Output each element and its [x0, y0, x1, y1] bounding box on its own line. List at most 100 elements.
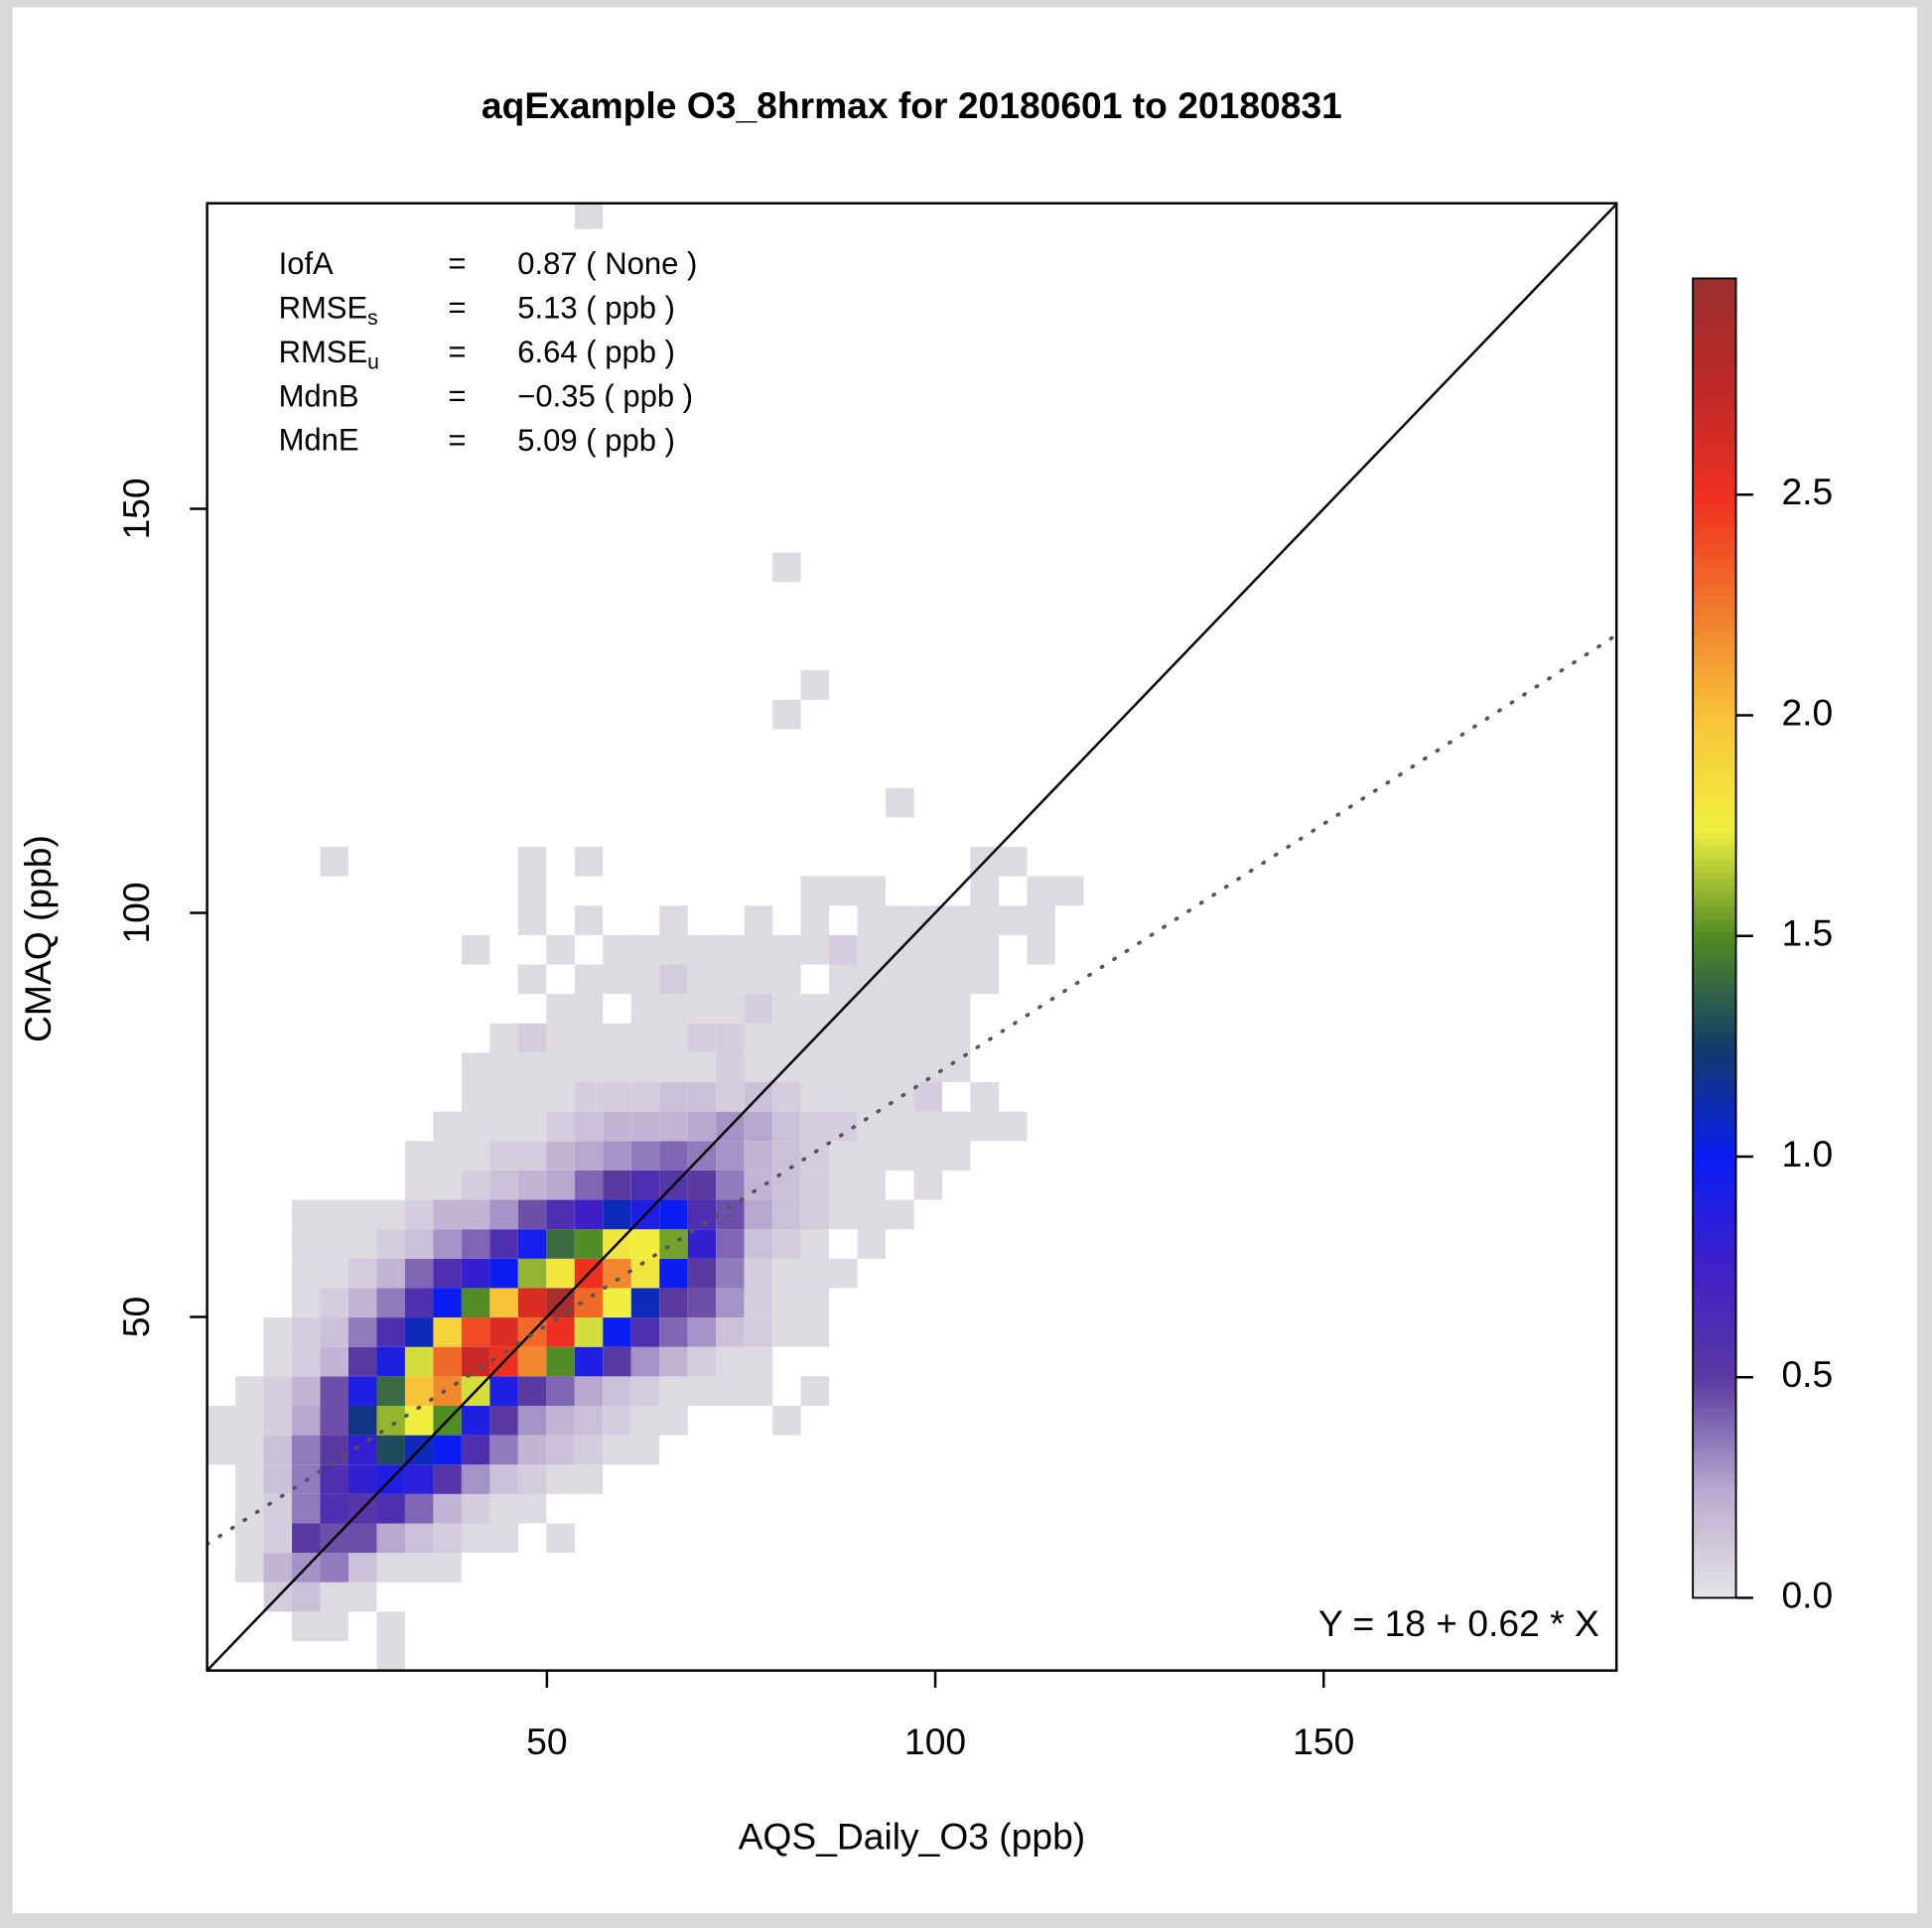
colorbar-step [1693, 331, 1736, 339]
heatmap-cell [489, 1141, 518, 1171]
colorbar-tick-label: 1.5 [1781, 912, 1833, 954]
colorbar-step [1693, 937, 1736, 946]
heatmap-cell [574, 1082, 604, 1112]
heatmap-cell [292, 1493, 321, 1524]
heatmap-cell [489, 1317, 518, 1347]
colorbar-step [1693, 1485, 1736, 1493]
colorbar-step [1693, 1353, 1736, 1361]
heatmap-cell [772, 699, 801, 730]
colorbar-step [1693, 1063, 1736, 1071]
heatmap-cell [263, 1405, 293, 1436]
colorbar-step [1693, 1261, 1736, 1269]
colorbar-step [1693, 1201, 1736, 1210]
heatmap-cell [489, 1111, 518, 1142]
heatmap-cell [320, 1405, 348, 1436]
colorbar-step [1693, 911, 1736, 919]
heatmap-cell [800, 905, 830, 935]
heatmap-cell [376, 1553, 405, 1583]
colorbar-step [1693, 1458, 1736, 1467]
colorbar-step [1693, 1024, 1736, 1032]
heatmap-cell [800, 670, 830, 700]
heatmap-cell [292, 1199, 321, 1230]
heatmap-cell [772, 1141, 801, 1171]
heatmap-cell [433, 1317, 462, 1347]
heatmap-cell [800, 1141, 830, 1171]
heatmap-cell [772, 1317, 801, 1347]
heatmap-cell [433, 1170, 462, 1200]
heatmap-cell [829, 1082, 858, 1112]
heatmap-cell [546, 1258, 575, 1289]
heatmap-cell [603, 1317, 631, 1347]
heatmap-cell [574, 964, 604, 995]
colorbar-step [1693, 733, 1736, 742]
heatmap-cell [716, 994, 745, 1024]
heatmap-cell [320, 1582, 348, 1612]
colorbar-step [1693, 1380, 1736, 1388]
heatmap-cell [574, 1141, 604, 1171]
heatmap-cell [744, 1199, 773, 1230]
heatmap-cell [404, 1523, 434, 1554]
colorbar-step [1693, 1228, 1736, 1236]
heatmap-cell [546, 1376, 575, 1406]
colorbar-step [1693, 562, 1736, 570]
heatmap-cell [404, 1258, 434, 1289]
heatmap-cell [574, 1435, 604, 1465]
colorbar-step [1693, 1545, 1736, 1553]
heatmap-cell [320, 1553, 348, 1583]
heatmap-cell [461, 934, 490, 965]
heatmap-cell [687, 1376, 717, 1406]
heatmap-cell [404, 1141, 434, 1171]
heatmap-cell [913, 1023, 943, 1053]
colorbar-step [1693, 832, 1736, 841]
heatmap-cell [772, 1258, 801, 1289]
heatmap-cell [489, 1023, 518, 1053]
heatmap-cell [603, 1170, 631, 1200]
heatmap-cell [263, 1523, 293, 1554]
colorbar-step [1693, 1551, 1736, 1560]
colorbar-step [1693, 430, 1736, 438]
colorbar-step [1693, 1426, 1736, 1435]
heatmap-cell [716, 934, 745, 965]
heatmap-cell [744, 1052, 773, 1083]
heatmap-cell [404, 1346, 434, 1377]
identity-line [207, 203, 1617, 1671]
colorbar-step [1693, 1320, 1736, 1328]
heatmap-cell [744, 964, 773, 995]
colorbar-step [1693, 720, 1736, 729]
colorbar-step [1693, 350, 1736, 358]
colorbar-step [1693, 1049, 1736, 1058]
colorbar-step [1693, 1011, 1736, 1019]
heatmap-cell [800, 1082, 830, 1112]
colorbar-step [1693, 338, 1736, 345]
heatmap-cell [207, 1435, 236, 1465]
colorbar-step [1693, 1076, 1736, 1084]
heatmap-cell [886, 1052, 914, 1083]
stat-separator: = [448, 335, 466, 369]
heatmap-cell [800, 1258, 830, 1289]
heatmap-cell [744, 1170, 773, 1200]
colorbar-step [1693, 1498, 1736, 1507]
heatmap-cell [517, 964, 547, 995]
heatmap-cell [716, 1052, 745, 1083]
colorbar-step [1693, 1234, 1736, 1243]
heatmap-cell [574, 1376, 604, 1406]
colorbar-step [1693, 786, 1736, 794]
heatmap-cell [489, 1376, 518, 1406]
colorbar-step [1693, 759, 1736, 767]
heatmap-cell [603, 1023, 631, 1053]
colorbar-step [1693, 1478, 1736, 1487]
colorbar-step [1693, 654, 1736, 662]
heatmap-cell [461, 1229, 490, 1259]
heatmap-cell [404, 1405, 434, 1436]
heatmap-cell [517, 1199, 547, 1230]
colorbar-step [1693, 582, 1736, 590]
heatmap-cell [772, 1082, 801, 1112]
heatmap-cell [630, 1111, 660, 1142]
colorbar-step [1693, 892, 1736, 899]
heatmap-cell [998, 846, 1028, 877]
heatmap-cell [970, 876, 999, 906]
heatmap-cell [800, 1170, 830, 1200]
heatmap-cell [687, 964, 717, 995]
colorbar-step [1693, 298, 1736, 306]
colorbar-step [1693, 1518, 1736, 1527]
